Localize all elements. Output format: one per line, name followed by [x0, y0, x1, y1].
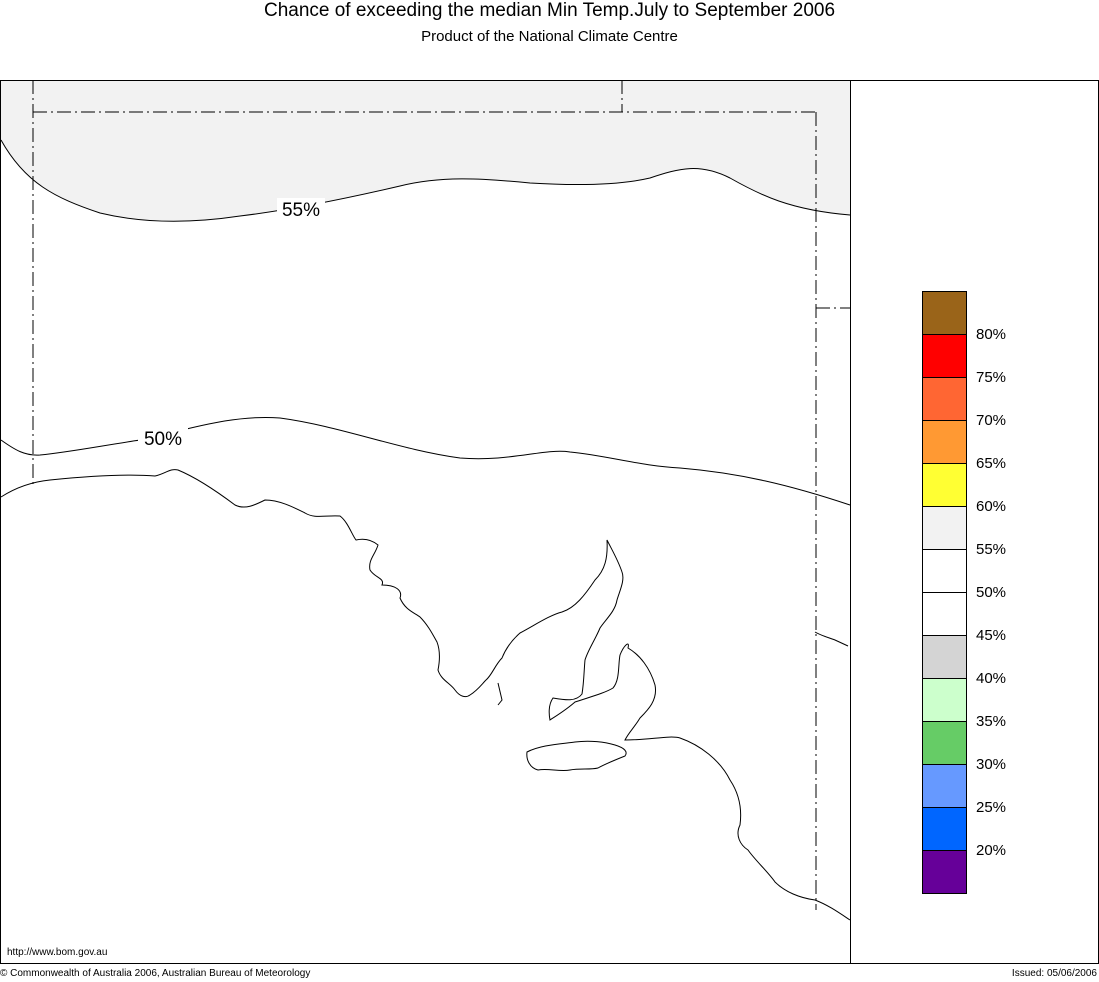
- legend-swatch: [922, 377, 967, 421]
- legend-label: 55%: [976, 541, 1007, 558]
- legend-label: 75%: [976, 369, 1007, 386]
- contour-55-line: [0, 139, 851, 222]
- legend-swatch: [922, 850, 967, 894]
- legend-swatch: [922, 291, 967, 335]
- kangaroo-island: [526, 740, 627, 772]
- legend-swatch: [922, 506, 967, 550]
- legend-swatch: [922, 420, 967, 464]
- legend-label: 40%: [976, 670, 1007, 687]
- legend-label: 25%: [976, 799, 1007, 816]
- coastline: [0, 469, 851, 921]
- legend-color-bar: [922, 291, 967, 894]
- region-above-55: [1, 80, 850, 222]
- legend-label: 35%: [976, 713, 1007, 730]
- map-subtitle: Product of the National Climate Centre: [421, 28, 678, 45]
- legend-label: 45%: [976, 627, 1007, 644]
- legend-label: 65%: [976, 455, 1007, 472]
- state-borders: [32, 80, 850, 910]
- legend-label: 60%: [976, 498, 1007, 515]
- legend-label: 80%: [976, 326, 1007, 343]
- legend-label: 70%: [976, 412, 1007, 429]
- legend-swatch: [922, 678, 967, 722]
- legend-swatch: [922, 549, 967, 593]
- contour-50-label: 50%: [144, 429, 182, 450]
- legend-swatch: [922, 721, 967, 765]
- legend-swatch: [922, 807, 967, 851]
- contour-55-label-bg: [277, 198, 325, 220]
- legend-swatch: [922, 463, 967, 507]
- footer-issued-date: Issued: 05/06/2006: [1011, 968, 1097, 979]
- legend-label: 20%: [976, 842, 1007, 859]
- map-title: Chance of exceeding the median Min Temp.…: [263, 0, 836, 21]
- island-small-1: [497, 682, 503, 706]
- contour-50-line: [0, 416, 851, 506]
- contour-55-label: 55%: [282, 200, 320, 221]
- legend-label: 50%: [976, 584, 1007, 601]
- contour-50-label-bg: [138, 426, 188, 450]
- legend-swatch: [922, 635, 967, 679]
- legend-label: 30%: [976, 756, 1007, 773]
- island-small-2: [814, 631, 849, 647]
- legend-swatch: [922, 592, 967, 636]
- footer-url: http://www.bom.gov.au: [7, 947, 108, 958]
- legend-frame: [850, 80, 1099, 964]
- legend-swatch: [922, 764, 967, 808]
- legend-swatch: [922, 334, 967, 378]
- footer-copyright: © Commonwealth of Australia 2006, Austra…: [0, 968, 311, 979]
